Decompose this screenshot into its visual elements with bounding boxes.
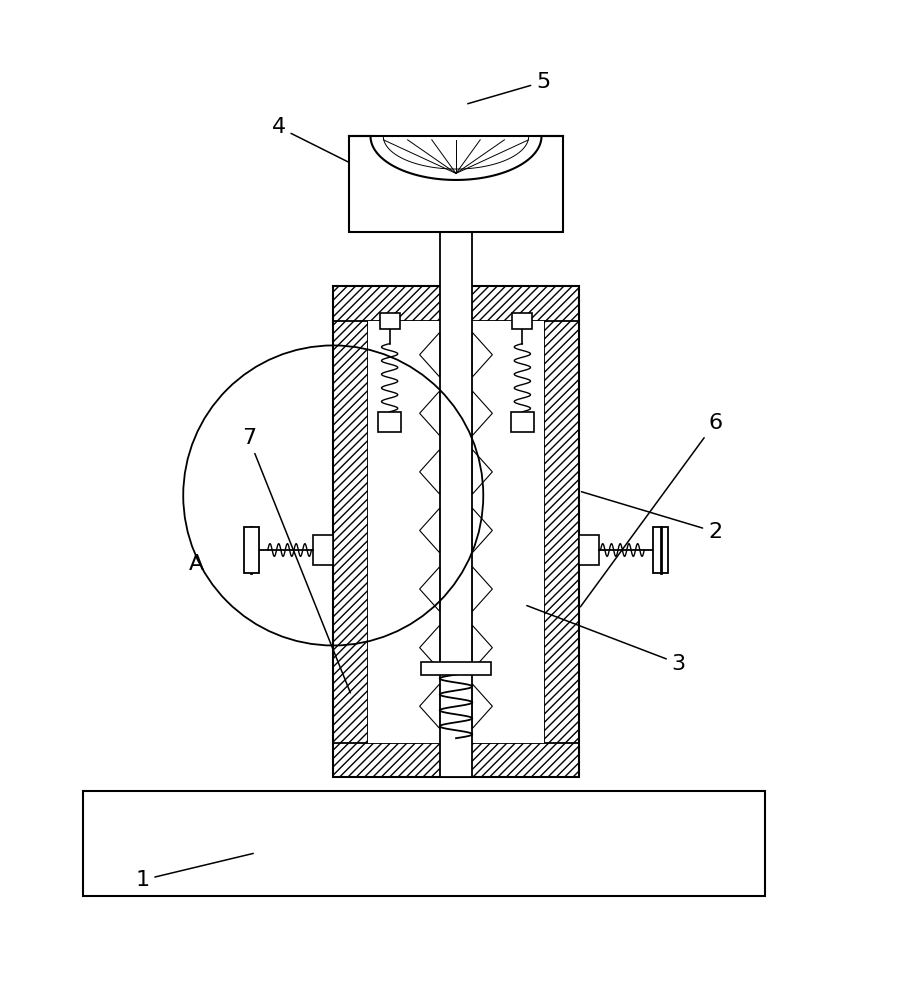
Polygon shape [419, 391, 439, 436]
Text: 2: 2 [581, 492, 722, 542]
Text: 1: 1 [135, 853, 253, 890]
Text: 5: 5 [467, 72, 550, 104]
Bar [544, 286, 578, 777]
Bar [312, 535, 333, 565]
Text: 4: 4 [271, 117, 376, 176]
Text: 3: 3 [527, 606, 685, 674]
Bar [349, 136, 562, 232]
Bar [510, 412, 534, 432]
Polygon shape [472, 391, 492, 436]
Polygon shape [472, 625, 492, 670]
Text: A: A [189, 554, 204, 574]
Polygon shape [472, 332, 492, 377]
Text: 6: 6 [579, 413, 722, 607]
Bar [244, 527, 259, 573]
Bar [420, 662, 491, 675]
Polygon shape [472, 450, 492, 494]
Bar [439, 141, 472, 777]
Bar [333, 286, 578, 777]
Bar [333, 286, 578, 321]
Polygon shape [419, 332, 439, 377]
Polygon shape [419, 684, 439, 728]
Bar [333, 286, 578, 777]
Polygon shape [419, 450, 439, 494]
Bar [367, 321, 544, 743]
Bar [377, 412, 401, 432]
Bar [333, 286, 367, 777]
Polygon shape [472, 567, 492, 611]
Bar [652, 527, 667, 573]
Polygon shape [472, 684, 492, 728]
Polygon shape [419, 508, 439, 553]
Polygon shape [419, 567, 439, 611]
Bar [512, 313, 532, 329]
Bar [83, 791, 764, 896]
Text: 7: 7 [241, 428, 350, 693]
Polygon shape [419, 625, 439, 670]
Bar [333, 743, 578, 777]
Bar [379, 313, 399, 329]
Polygon shape [472, 508, 492, 553]
Bar [578, 535, 599, 565]
